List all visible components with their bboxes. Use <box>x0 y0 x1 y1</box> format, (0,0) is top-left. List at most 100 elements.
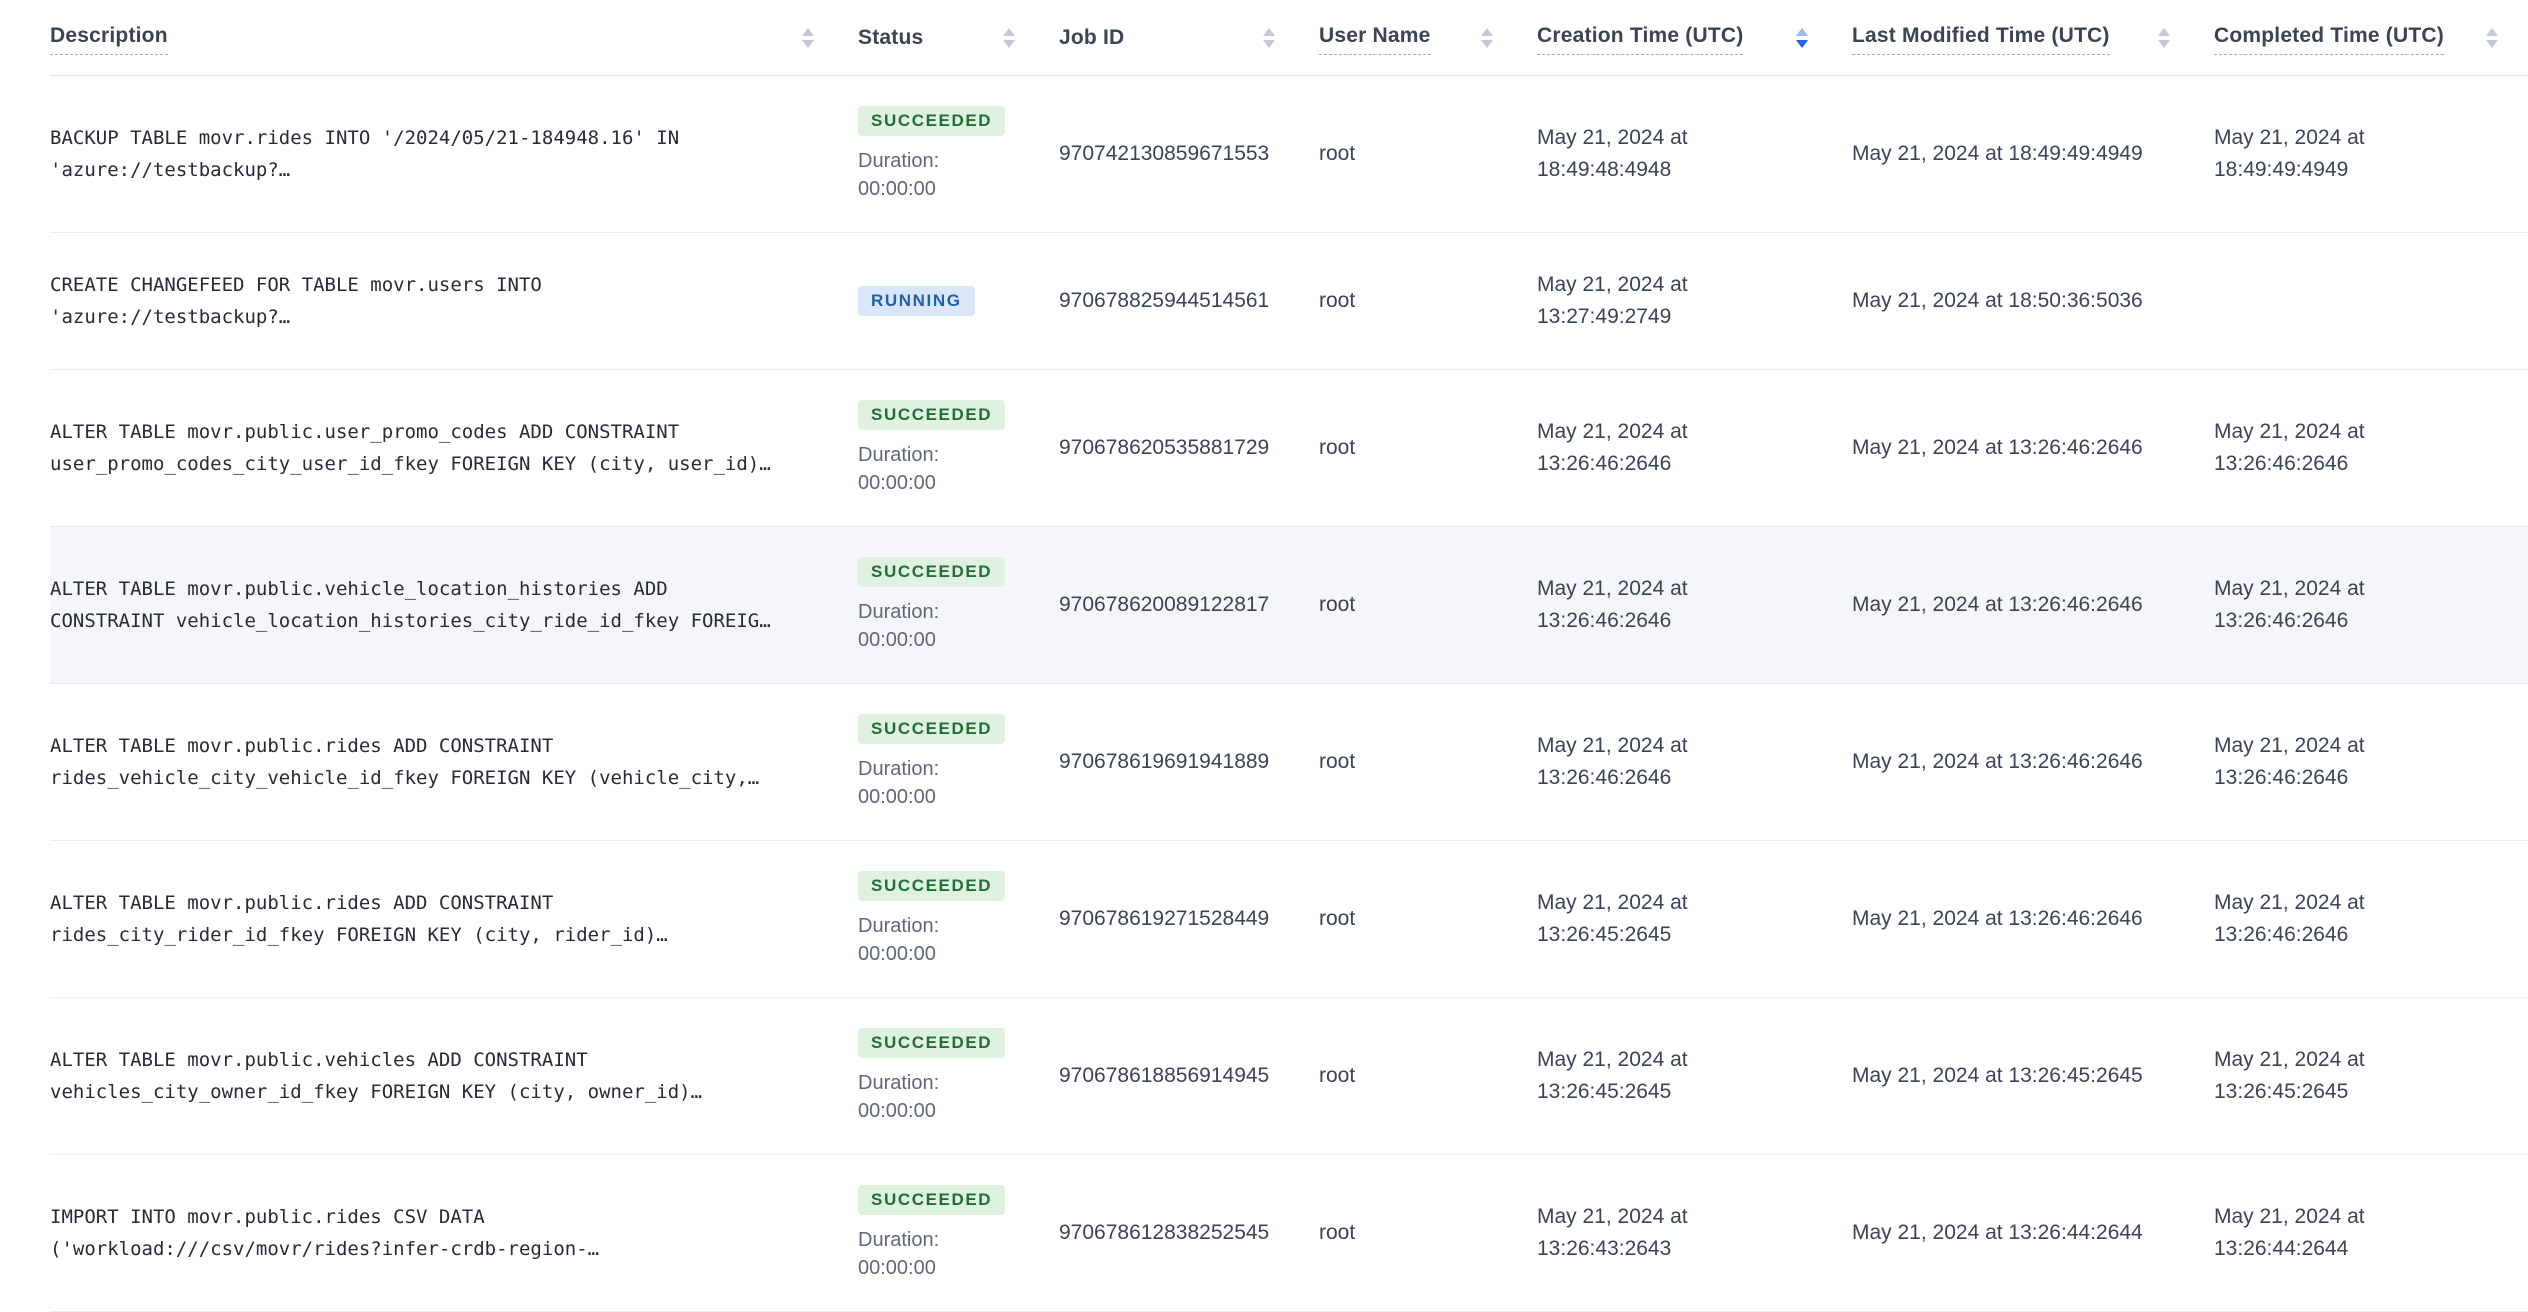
job-id: 970678612838252545 <box>1059 1221 1270 1244</box>
job-id: 970678619691941889 <box>1059 750 1270 773</box>
modified-time: May 21, 2024 at 13:26:46:2646 <box>1852 593 2143 616</box>
job-description[interactable]: ALTER TABLE movr.public.vehicles ADD CON… <box>50 1049 703 1103</box>
job-id-cell: 970678620535881729 <box>1059 432 1319 464</box>
modified-time: May 21, 2024 at 18:49:49:4949 <box>1852 142 2143 165</box>
status-badge: SUCCEEDED <box>858 556 1006 587</box>
table-row[interactable]: BACKUP TABLE movr.rides INTO '/2024/05/2… <box>50 76 2528 233</box>
sort-arrows-icon[interactable] <box>1796 27 1808 48</box>
column-header-label: Status <box>858 25 924 49</box>
status-stack: RUNNING <box>858 286 1019 316</box>
status-cell: SUCCEEDED Duration: 00:00:00 <box>858 713 1059 811</box>
status-cell: SUCCEEDED Duration: 00:00:00 <box>858 399 1059 497</box>
creation-time-cell: May 21, 2024 at 13:26:46:2646 <box>1537 730 1852 794</box>
job-description[interactable]: CREATE CHANGEFEED FOR TABLE movr.users I… <box>50 274 542 328</box>
sort-arrows-icon[interactable] <box>1003 27 1015 48</box>
user-name-cell: root <box>1319 1217 1537 1249</box>
completed-time-cell: May 21, 2024 at 13:26:46:2646 <box>2214 416 2514 480</box>
table-row[interactable]: ALTER TABLE movr.public.user_promo_codes… <box>50 370 2528 527</box>
description-cell: ALTER TABLE movr.public.rides ADD CONSTR… <box>50 730 858 794</box>
user-name: root <box>1319 142 1356 165</box>
sort-down-icon <box>1003 39 1015 48</box>
sort-arrows-icon[interactable] <box>802 27 814 48</box>
completed-time-cell: May 21, 2024 at 13:26:46:2646 <box>2214 573 2514 637</box>
job-description[interactable]: BACKUP TABLE movr.rides INTO '/2024/05/2… <box>50 127 680 181</box>
column-header-modified[interactable]: Last Modified Time (UTC) <box>1852 21 2214 55</box>
completed-time: May 21, 2024 at 13:26:46:2646 <box>2214 577 2365 632</box>
column-header-status[interactable]: Status <box>858 23 1059 53</box>
status-cell: SUCCEEDED Duration: 00:00:00 <box>858 556 1059 654</box>
column-header-description[interactable]: Description <box>50 21 858 55</box>
completed-time-cell: May 21, 2024 at 13:26:45:2645 <box>2214 1044 2514 1108</box>
column-header-label: Job ID <box>1059 25 1125 49</box>
status-badge: SUCCEEDED <box>858 399 1006 430</box>
duration-value: 00:00:00 <box>858 471 936 494</box>
column-header-label: Completed Time (UTC) <box>2214 21 2444 55</box>
description-cell: CREATE CHANGEFEED FOR TABLE movr.users I… <box>50 269 858 333</box>
table-row[interactable]: ALTER TABLE movr.public.rides ADD CONSTR… <box>50 841 2528 998</box>
creation-time: May 21, 2024 at 13:26:43:2643 <box>1537 1205 1688 1260</box>
status-stack: SUCCEEDED Duration: 00:00:00 <box>858 713 1019 811</box>
sort-arrows-icon[interactable] <box>1481 27 1493 48</box>
modified-time: May 21, 2024 at 13:26:46:2646 <box>1852 907 2143 930</box>
user-name: root <box>1319 750 1356 773</box>
modified-time-cell: May 21, 2024 at 13:26:46:2646 <box>1852 746 2214 778</box>
creation-time-cell: May 21, 2024 at 13:26:45:2645 <box>1537 887 1852 951</box>
creation-time: May 21, 2024 at 13:26:46:2646 <box>1537 734 1688 789</box>
job-id: 970678619271528449 <box>1059 907 1270 930</box>
creation-time: May 21, 2024 at 13:26:45:2645 <box>1537 891 1688 946</box>
completed-time-cell: May 21, 2024 at 13:26:46:2646 <box>2214 887 2514 951</box>
sort-down-icon <box>1263 39 1275 48</box>
sort-down-icon <box>1796 39 1808 48</box>
status-stack: SUCCEEDED Duration: 00:00:00 <box>858 105 1019 203</box>
status-badge: SUCCEEDED <box>858 713 1006 744</box>
job-id: 970678620535881729 <box>1059 436 1270 459</box>
status-stack: SUCCEEDED Duration: 00:00:00 <box>858 1027 1019 1125</box>
job-id: 970678825944514561 <box>1059 289 1270 312</box>
sort-arrows-icon[interactable] <box>2486 27 2498 48</box>
description-cell: IMPORT INTO movr.public.rides CSV DATA (… <box>50 1201 858 1265</box>
status-cell: SUCCEEDED Duration: 00:00:00 <box>858 1027 1059 1125</box>
job-description[interactable]: IMPORT INTO movr.public.rides CSV DATA (… <box>50 1206 600 1260</box>
modified-time: May 21, 2024 at 13:26:44:2644 <box>1852 1221 2143 1244</box>
table-row[interactable]: CREATE CHANGEFEED FOR TABLE movr.users I… <box>50 233 2528 370</box>
status-badge: SUCCEEDED <box>858 1184 1006 1215</box>
status-stack: SUCCEEDED Duration: 00:00:00 <box>858 1184 1019 1282</box>
user-name-cell: root <box>1319 903 1537 935</box>
column-header-created[interactable]: Creation Time (UTC) <box>1537 21 1852 55</box>
column-header-label: Description <box>50 21 168 55</box>
creation-time-cell: May 21, 2024 at 13:26:43:2643 <box>1537 1201 1852 1265</box>
job-id-cell: 970678620089122817 <box>1059 589 1319 621</box>
status-badge: RUNNING <box>858 286 975 316</box>
column-header-label: Creation Time (UTC) <box>1537 21 1744 55</box>
job-id-cell: 970678618856914945 <box>1059 1060 1319 1092</box>
job-id-cell: 970678619271528449 <box>1059 903 1319 935</box>
duration-value: 00:00:00 <box>858 1099 936 1122</box>
job-description[interactable]: ALTER TABLE movr.public.vehicle_location… <box>50 578 771 632</box>
sort-arrows-icon[interactable] <box>1263 27 1275 48</box>
table-row[interactable]: ALTER TABLE movr.public.vehicle_location… <box>50 527 2528 684</box>
completed-time: May 21, 2024 at 13:26:44:2644 <box>2214 1205 2365 1260</box>
job-id: 970678620089122817 <box>1059 593 1270 616</box>
table-row[interactable]: ALTER TABLE movr.public.rides ADD CONSTR… <box>50 684 2528 841</box>
modified-time: May 21, 2024 at 13:26:46:2646 <box>1852 750 2143 773</box>
sort-down-icon <box>2158 39 2170 48</box>
job-id: 970678618856914945 <box>1059 1064 1270 1087</box>
column-header-job_id[interactable]: Job ID <box>1059 23 1319 53</box>
table-row[interactable]: ALTER TABLE movr.public.vehicles ADD CON… <box>50 998 2528 1155</box>
duration-label: Duration: <box>858 1228 940 1251</box>
job-description[interactable]: ALTER TABLE movr.public.user_promo_codes… <box>50 421 771 475</box>
status-cell: RUNNING <box>858 286 1059 316</box>
sort-up-icon <box>1796 27 1808 36</box>
table-row[interactable]: IMPORT INTO movr.public.rides CSV DATA (… <box>50 1155 2528 1312</box>
sort-arrows-icon[interactable] <box>2158 27 2170 48</box>
modified-time: May 21, 2024 at 13:26:46:2646 <box>1852 436 2143 459</box>
duration-label: Duration: <box>858 443 940 466</box>
user-name: root <box>1319 289 1356 312</box>
column-header-completed[interactable]: Completed Time (UTC) <box>2214 21 2514 55</box>
column-header-user[interactable]: User Name <box>1319 21 1537 55</box>
status-badge: SUCCEEDED <box>858 1027 1006 1058</box>
job-description[interactable]: ALTER TABLE movr.public.rides ADD CONSTR… <box>50 892 668 946</box>
job-description[interactable]: ALTER TABLE movr.public.rides ADD CONSTR… <box>50 735 760 789</box>
completed-time: May 21, 2024 at 13:26:46:2646 <box>2214 420 2365 475</box>
job-id-cell: 970742130859671553 <box>1059 138 1319 170</box>
